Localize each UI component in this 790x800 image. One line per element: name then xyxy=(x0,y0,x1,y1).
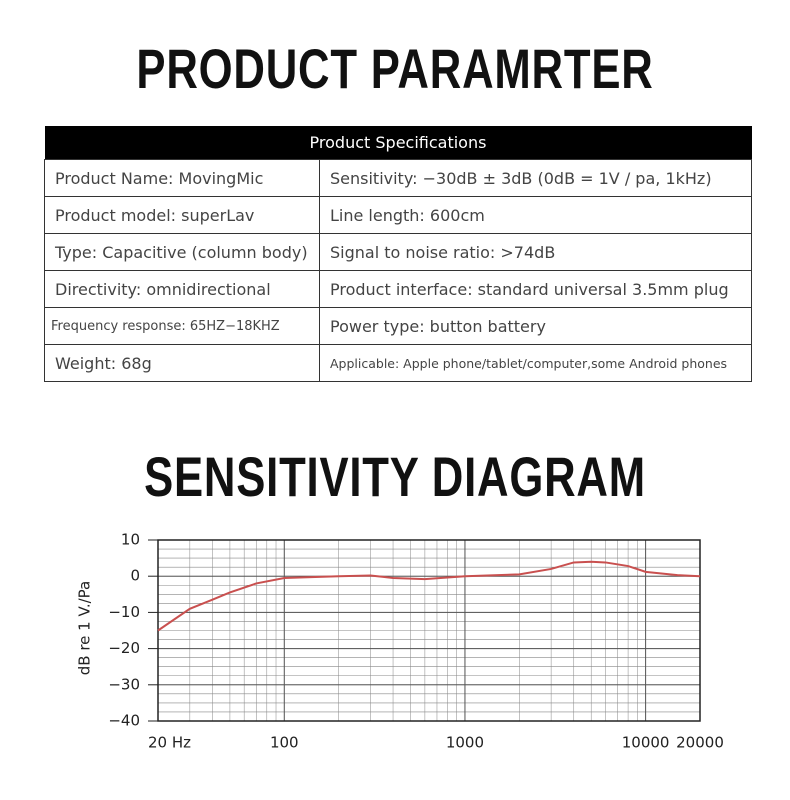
x-tick-label: 1000 xyxy=(446,734,484,752)
table-cell: Signal to noise ratio: >74dB xyxy=(319,233,752,271)
table-row: Weight: 68g Applicable: Apple phone/table… xyxy=(44,344,752,382)
table-row: Product model: superLav Line length: 600c… xyxy=(44,196,752,234)
sensitivity-line xyxy=(157,560,701,632)
table-cell: Applicable: Apple phone/tablet/computer,… xyxy=(319,344,752,382)
page-title: PRODUCT PARAMRTER xyxy=(136,37,654,100)
table-row: Product Name: MovingMic Sensitivity: −30d… xyxy=(44,159,752,197)
table-cell: Sensitivity: −30dB ± 3dB (0dB = 1V / pa,… xyxy=(319,159,752,197)
x-tick-label: 100 xyxy=(270,734,299,752)
spec-table: Product Specifications Product Name: Mov… xyxy=(44,126,752,382)
table-cell: Directivity: omnidirectional xyxy=(44,270,320,308)
y-tick-label: 10 xyxy=(121,531,140,549)
table-cell: Power type: button battery xyxy=(319,307,752,345)
x-tick-label: 10000 xyxy=(622,734,670,752)
diagram-title: SENSITIVITY DIAGRAM xyxy=(144,445,646,508)
x-tick-label: 20000 xyxy=(676,734,724,752)
table-cell: Product Name: MovingMic xyxy=(44,159,320,197)
table-cell: Type: Capacitive (column body) xyxy=(44,233,320,271)
table-caption: Product Specifications xyxy=(44,126,752,160)
table-cell: Product interface: standard universal 3.… xyxy=(319,270,752,308)
table-cell: Line length: 600cm xyxy=(319,196,752,234)
y-tick-label: −10 xyxy=(108,603,140,621)
table-row: Type: Capacitive (column body) Signal to … xyxy=(44,233,752,271)
table-cell: Frequency response: 65HZ−18KHZ xyxy=(44,307,320,345)
x-tick-label: 20 Hz xyxy=(148,734,191,752)
table-row: Frequency response: 65HZ−18KHZ Power type… xyxy=(44,307,752,345)
y-tick-label: −30 xyxy=(108,675,140,693)
y-tick-label: −20 xyxy=(108,639,140,657)
table-cell: Product model: superLav xyxy=(44,196,320,234)
y-tick-label: −40 xyxy=(108,712,140,730)
y-tick-label: 0 xyxy=(130,567,140,585)
table-cell: Weight: 68g xyxy=(44,344,320,382)
y-axis-label: dB re 1 V./Pa xyxy=(76,581,94,675)
table-row: Directivity: omnidirectional Product inte… xyxy=(44,270,752,308)
